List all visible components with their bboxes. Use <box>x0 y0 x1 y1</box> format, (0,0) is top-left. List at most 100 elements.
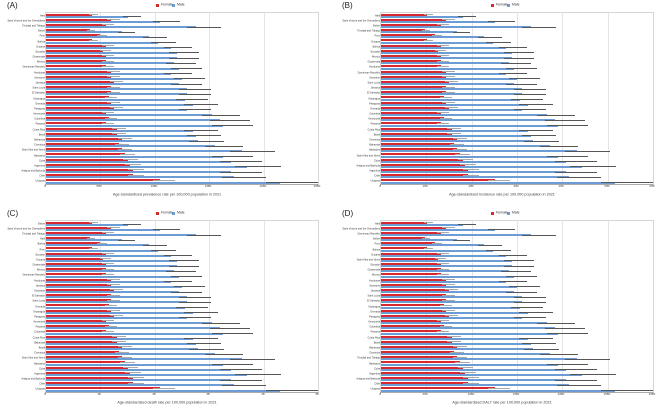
male-bar <box>46 145 215 148</box>
row-label: Honduras <box>369 66 380 69</box>
male-error-bar <box>485 250 512 252</box>
female-bar <box>46 242 101 245</box>
legend-male-swatch-icon <box>506 3 510 7</box>
female-bar <box>46 168 134 171</box>
female-error-bar <box>432 34 443 36</box>
female-bar <box>381 252 441 255</box>
male-error-bar <box>570 166 617 168</box>
female-bar <box>381 345 458 348</box>
row-label: Bahamas <box>369 346 380 350</box>
male-bar <box>381 270 509 273</box>
male-bar <box>46 234 196 237</box>
legend-male-label: Male <box>511 3 520 7</box>
x-axis-tick <box>153 392 155 394</box>
male-error-bar <box>554 369 598 371</box>
panel-label-c: (C) <box>7 209 19 218</box>
row-label: Guyana <box>36 258 45 262</box>
row-label: Bolivia <box>372 45 380 48</box>
female-bar <box>46 18 112 21</box>
male-bar <box>381 165 583 168</box>
male-error-bar <box>521 135 557 137</box>
female-bar <box>381 257 439 260</box>
row-label: Bahamas <box>369 143 380 147</box>
grid-line <box>209 221 211 392</box>
x-axis-tick-label: 50 <box>315 393 319 396</box>
male-error-bar <box>212 333 253 335</box>
female-bar <box>381 49 439 52</box>
x-axis-tick <box>99 184 101 186</box>
female-error-bar <box>117 138 133 140</box>
female-error-bar <box>437 330 449 332</box>
male-error-bar <box>122 224 142 226</box>
grid-line <box>562 221 564 392</box>
female-error-bar <box>452 138 468 140</box>
female-error-bar <box>424 14 434 15</box>
row-label: Dominican Republic <box>22 66 45 69</box>
male-bar <box>381 62 509 65</box>
legend-item-female: Female <box>490 210 508 216</box>
male-error-bar <box>547 125 588 127</box>
row-label: Bolivia <box>37 243 45 246</box>
female-bar <box>46 148 123 151</box>
male-error-bar <box>186 343 222 345</box>
male-error-bar <box>511 307 544 309</box>
legend-item-female: Female <box>155 2 172 8</box>
male-error-bar <box>235 166 282 168</box>
female-error-bar <box>434 50 446 52</box>
female-error-bar <box>109 81 123 83</box>
female-bar <box>381 111 441 114</box>
male-bar <box>381 31 458 34</box>
legend-female-swatch-icon <box>155 3 159 7</box>
x-axis-tick-label: 30 <box>206 393 210 396</box>
legend-female-label: Female <box>495 211 508 215</box>
male-error-bar <box>547 333 588 335</box>
row-label: Saint Lucia <box>32 300 45 303</box>
x-axis-tick <box>606 184 608 186</box>
x-axis-tick-label: 500 <box>96 185 102 188</box>
female-bar <box>46 75 112 78</box>
male-error-bar <box>184 104 218 106</box>
female-error-bar <box>107 76 120 78</box>
male-error-bar <box>565 150 611 152</box>
female-bar <box>46 163 131 166</box>
female-error-bar <box>97 34 108 36</box>
male-bar <box>381 285 517 288</box>
female-error-bar <box>447 128 461 129</box>
male-bar <box>46 373 248 376</box>
male-bar <box>381 348 534 351</box>
female-error-bar <box>89 222 99 223</box>
female-bar <box>46 132 117 135</box>
row-label: Belize <box>38 29 45 33</box>
female-bar <box>46 330 106 333</box>
row-label: Saint Lucia <box>32 86 45 90</box>
male-error-bar <box>519 130 553 132</box>
male-error-bar <box>163 281 193 283</box>
grid-line <box>426 13 428 184</box>
male-bar <box>381 20 496 23</box>
female-error-bar <box>120 361 136 363</box>
male-bar <box>381 83 515 86</box>
male-bar <box>381 93 523 96</box>
male-error-bar <box>189 348 225 350</box>
female-error-bar <box>115 143 129 145</box>
male-bar <box>381 145 550 148</box>
female-error-bar <box>120 153 136 155</box>
female-bar <box>381 366 463 369</box>
male-error-bar <box>570 374 617 376</box>
row-label: Panama <box>370 331 380 334</box>
row-label: Colombia <box>34 117 45 121</box>
male-error-bar <box>184 338 218 340</box>
male-bar <box>381 368 566 371</box>
female-bar <box>381 13 428 16</box>
female-bar <box>381 101 447 104</box>
male-error-bar <box>565 358 611 360</box>
male-bar <box>46 57 177 60</box>
female-error-bar <box>102 112 114 114</box>
male-error-bar <box>122 16 142 18</box>
male-error-bar <box>506 291 537 293</box>
male-bar <box>46 249 158 252</box>
female-bar <box>381 247 428 250</box>
row-label: Saint Vincent and the Grenadines <box>7 227 45 231</box>
x-axis-tick-label: 1500 <box>204 185 212 188</box>
row-label: Dominica <box>369 138 380 142</box>
